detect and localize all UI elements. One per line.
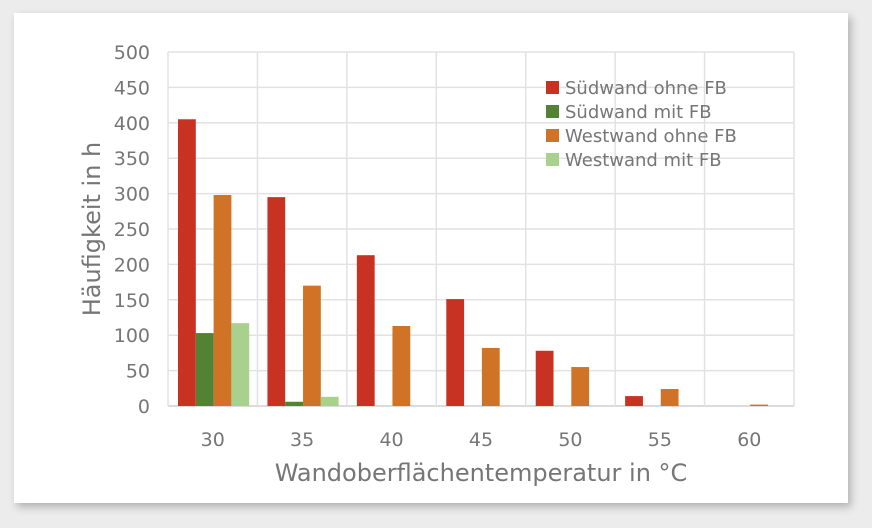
- x-tick-label: 60: [737, 429, 761, 451]
- y-tick-label: 100: [114, 325, 150, 347]
- legend-swatch: [546, 129, 559, 142]
- bar: [320, 396, 339, 406]
- legend-label: Westwand mit FB: [565, 150, 722, 171]
- y-tick-label: 200: [114, 254, 150, 276]
- bar: [285, 401, 304, 406]
- y-tick-label: 50: [126, 361, 150, 383]
- legend-swatch: [546, 153, 559, 166]
- y-tick-label: 450: [114, 77, 150, 99]
- bar: [267, 197, 286, 406]
- bar: [750, 404, 768, 406]
- y-tick-label: 150: [114, 290, 150, 312]
- x-tick-label: 45: [469, 429, 493, 451]
- bar: [303, 285, 321, 406]
- y-axis-title: Häufigkeit in h: [78, 142, 106, 317]
- bar: [195, 333, 214, 406]
- x-tick-label: 50: [558, 429, 582, 451]
- y-tick-label: 0: [138, 396, 150, 418]
- x-tick-label: 40: [379, 429, 403, 451]
- bar: [535, 350, 554, 406]
- y-tick-label: 350: [114, 148, 150, 170]
- bar: [356, 255, 375, 406]
- bar: [625, 396, 643, 406]
- bar: [213, 195, 232, 406]
- bar: [446, 299, 465, 406]
- legend-label: Südwand ohne FB: [565, 78, 727, 99]
- legend-label: Südwand mit FB: [565, 102, 712, 123]
- legend-swatch: [546, 81, 559, 94]
- chart-card: 0 50 100 150 200 250 300 350 400 450 500 30 35 40 45 50…: [14, 13, 848, 503]
- bar: [481, 347, 500, 406]
- x-tick-label: 35: [290, 429, 314, 451]
- legend-swatch: [546, 105, 559, 118]
- bar: [231, 323, 250, 406]
- y-tick-label: 500: [114, 42, 150, 64]
- legend-label: Westwand ohne FB: [565, 126, 737, 147]
- bar: [178, 119, 196, 406]
- x-tick-label: 55: [648, 429, 672, 451]
- bar-chart: 0 50 100 150 200 250 300 350 400 450 500 30 35 40 45 50…: [78, 42, 795, 487]
- x-tick-label: 30: [201, 429, 225, 451]
- x-axis-title: Wandoberflächentemperatur in °C: [275, 459, 688, 487]
- y-tick-label: 400: [114, 113, 150, 135]
- bar: [392, 325, 411, 406]
- y-tick-label: 250: [114, 219, 150, 241]
- bar: [660, 389, 679, 406]
- bar: [571, 367, 590, 406]
- y-tick-label: 300: [114, 184, 150, 206]
